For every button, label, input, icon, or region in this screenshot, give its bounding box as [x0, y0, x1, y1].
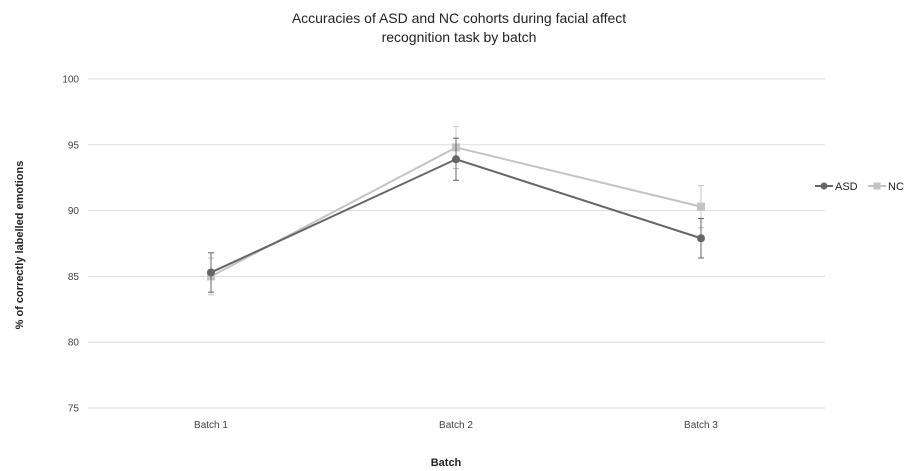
series-asd	[207, 137, 705, 293]
x-axis-ticks: Batch 1 Batch 2 Batch 3	[194, 420, 718, 431]
y-tick-label: 100	[62, 75, 79, 86]
chart-title-line-1: Accuracies of ASD and NC cohorts during …	[292, 10, 626, 26]
legend: ASD NC	[815, 181, 904, 193]
y-tick-label: 80	[68, 338, 80, 349]
legend-label: NC	[888, 181, 904, 193]
data-point	[207, 268, 215, 277]
data-point	[697, 202, 705, 211]
data-point	[452, 155, 460, 164]
y-axis-label: % of correctly labelled emotions	[14, 161, 26, 330]
x-axis-label: Batch	[431, 457, 462, 469]
x-tick-label: Batch 1	[194, 420, 228, 431]
x-tick-label: Batch 2	[439, 420, 473, 431]
series-layer	[207, 125, 705, 296]
y-tick-label: 85	[68, 272, 80, 283]
legend-label: ASD	[835, 181, 858, 193]
legend-marker	[873, 182, 881, 190]
x-tick-label: Batch 3	[684, 420, 718, 431]
y-axis-ticks: 75 80 85 90 95 100	[62, 75, 79, 415]
y-tick-label: 95	[68, 140, 80, 151]
y-tick-label: 75	[68, 404, 80, 415]
legend-marker	[820, 182, 828, 190]
y-tick-label: 90	[68, 206, 80, 217]
chart-title-line-2: recognition task by batch	[382, 29, 537, 45]
data-point	[697, 234, 705, 243]
